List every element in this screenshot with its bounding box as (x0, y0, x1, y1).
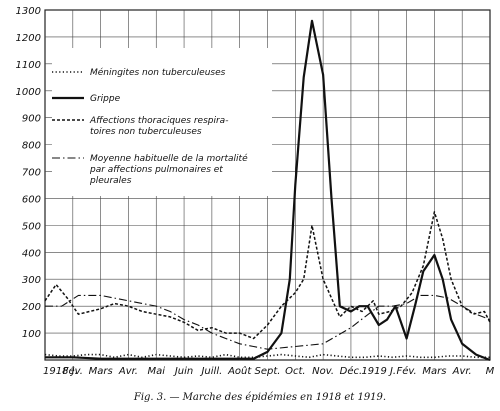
x-tick-label: Juill. (199, 366, 222, 377)
y-tick-label: 500 (22, 221, 41, 232)
y-tick-label: 1300 (16, 6, 41, 17)
y-tick-label: 700 (22, 168, 41, 179)
x-axis-ticks: 1918 J.Fév. Mars Avr. Mai Juin Juill. Août Sept… (43, 365, 495, 377)
legend-label-4: Moyenne habituelle de la mortalité par af… (89, 153, 248, 186)
y-tick-label: 800 (22, 141, 41, 152)
legend-label-2: Grippe (90, 94, 121, 104)
series-line-2 (45, 19, 491, 362)
y-tick-label: 600 (22, 194, 41, 205)
x-tick-label: Août (227, 365, 252, 377)
x-tick-label: Oct. (285, 366, 305, 377)
legend-label-3: Affections thoraciques respira-toires no… (89, 116, 228, 137)
y-tick-label: 1000 (16, 87, 41, 98)
x-tick-label: Fév. (396, 365, 416, 377)
x-tick-label: Mars (422, 366, 446, 377)
legend-label-1: Méningites non tuberculeuses (90, 67, 226, 78)
x-tick-label: 1918 J. (43, 366, 78, 377)
legend: Méningites non tuberculeuses Grippe Affect… (52, 48, 272, 196)
x-tick-label: Juin (173, 366, 193, 377)
y-tick-label: 200 (22, 302, 41, 313)
x-tick-label: Avr. (118, 366, 138, 377)
y-tick-label: 900 (22, 114, 41, 125)
x-tick-label: Mai (147, 366, 165, 377)
y-tick-label: 400 (22, 248, 41, 259)
x-tick-label: Mars (89, 366, 113, 377)
x-tick-label: Avr. (452, 366, 472, 377)
y-tick-label: 1100 (16, 60, 41, 71)
x-tick-label: Déc. (340, 365, 363, 377)
y-tick-label: 100 (22, 329, 41, 340)
x-tick-label: Fév. (63, 365, 83, 377)
series-line-4 (45, 294, 491, 350)
series-lines (44, 19, 491, 362)
y-tick-label: 1200 (16, 33, 41, 44)
y-axis-ticks: 100 200 300 400 500 600 700 800 900 1000 1100 1200 1… (16, 6, 41, 340)
x-tick-label: 1919 J. (361, 366, 396, 377)
series-line-3 (44, 211, 491, 340)
x-tick-label: Nov. (312, 366, 334, 377)
legend-background (52, 48, 272, 196)
y-tick-label: 300 (22, 275, 41, 286)
x-tick-label: M (486, 366, 495, 377)
figure-caption: Fig. 3. — Marche des épidémies en 1918 e… (133, 392, 386, 403)
x-tick-label: Sept. (255, 366, 281, 377)
